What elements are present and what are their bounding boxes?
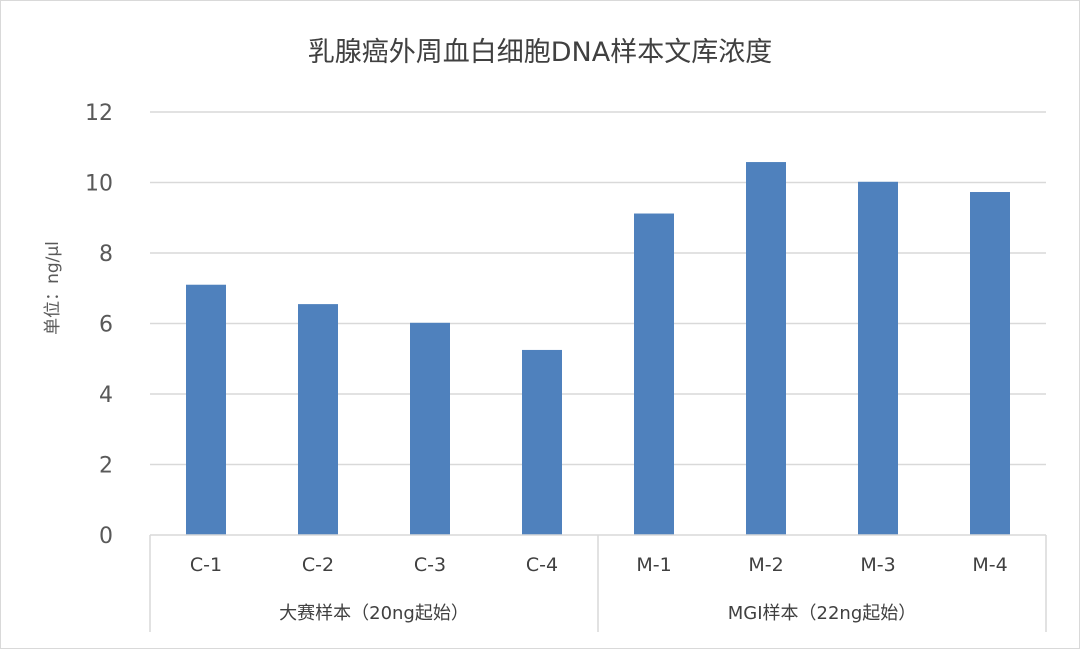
- bar-m-3: [858, 181, 898, 536]
- gridlines: [150, 111, 1046, 466]
- x-tick-label: M-3: [860, 554, 895, 576]
- x-tick-label: C-2: [302, 554, 334, 576]
- y-tick-label: 10: [85, 172, 113, 197]
- group-label: MGI样本（22ng起始）: [728, 603, 917, 624]
- x-tick-label: C-1: [190, 554, 222, 576]
- y-tick-label: 8: [99, 242, 113, 267]
- bar-c-1: [186, 284, 226, 535]
- x-tick-label: M-1: [636, 554, 671, 576]
- y-axis-label: 单位：ng/µl: [43, 241, 63, 335]
- x-axis: C-1 C-2 C-3 C-4 M-1 M-2 M-3 M-4 大赛样本（20ng起始） MGI样…: [149, 534, 1047, 632]
- y-axis-ticks: 0 2 4 6 8 10 12: [85, 101, 113, 549]
- bar-c-4: [522, 349, 562, 535]
- chart-title: 乳腺癌外周血白细胞DNA样本文库浓度: [307, 37, 773, 68]
- bar-m-2: [746, 162, 786, 535]
- x-tick-label: M-2: [748, 554, 783, 576]
- bars: [186, 162, 1010, 536]
- x-tick-label: C-4: [526, 554, 558, 576]
- x-tick-label: M-4: [972, 554, 1007, 576]
- y-tick-label: 12: [85, 101, 113, 126]
- bar-m-1: [634, 213, 674, 535]
- bar-c-3: [410, 322, 450, 535]
- y-tick-label: 4: [99, 383, 113, 408]
- y-tick-label: 2: [99, 454, 113, 479]
- y-tick-label: 0: [99, 524, 113, 549]
- bar-m-4: [970, 192, 1010, 535]
- group-label: 大赛样本（20ng起始）: [279, 603, 469, 624]
- x-tick-label: C-3: [414, 554, 446, 576]
- y-tick-label: 6: [99, 313, 113, 338]
- bar-c-2: [298, 304, 338, 535]
